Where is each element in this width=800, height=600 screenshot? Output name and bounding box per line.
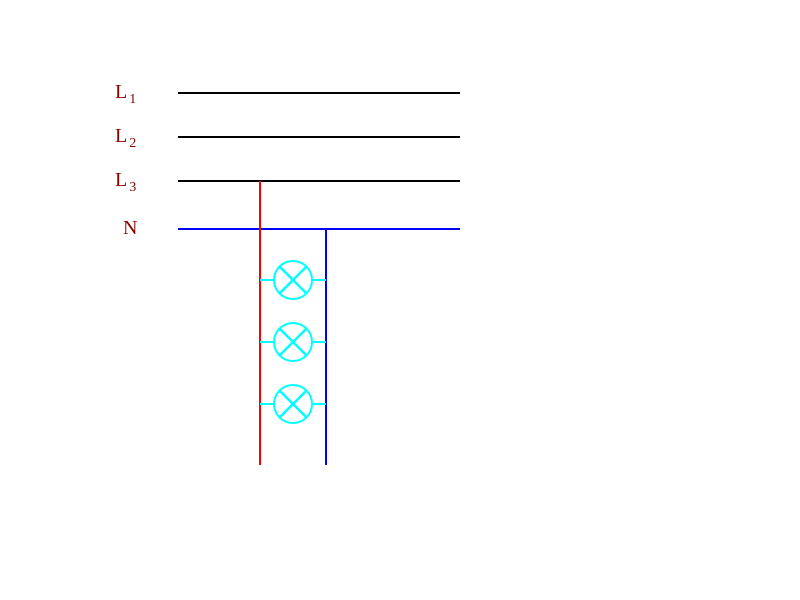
label-n-letter: N [123, 217, 137, 239]
lamp-wire-right [313, 341, 326, 344]
lamp-wire-right [313, 279, 326, 282]
lamp-wire-right [313, 403, 326, 406]
lamp-cross-icon [273, 322, 313, 362]
bus-line-l2 [178, 136, 460, 139]
drop-line-n [325, 229, 328, 465]
label-l3: L3 [115, 169, 136, 196]
lamp-cross-icon [273, 260, 313, 300]
lamp-wire-left [260, 279, 273, 282]
label-l3-letter: L [115, 169, 127, 191]
bus-line-l3 [178, 180, 460, 183]
label-l1-sub: 1 [129, 92, 136, 107]
label-l2-sub: 2 [129, 136, 136, 151]
label-l1: L1 [115, 81, 136, 108]
label-l2-letter: L [115, 125, 127, 147]
lamp-cross-icon [273, 384, 313, 424]
bus-line-n [178, 228, 460, 231]
lamp-wire-left [260, 341, 273, 344]
lamp-wire-left [260, 403, 273, 406]
bus-line-l1 [178, 92, 460, 95]
label-l1-letter: L [115, 81, 127, 103]
label-n: N [123, 217, 137, 240]
label-l3-sub: 3 [129, 180, 136, 195]
drop-line-l3 [259, 181, 262, 465]
label-l2: L2 [115, 125, 136, 152]
